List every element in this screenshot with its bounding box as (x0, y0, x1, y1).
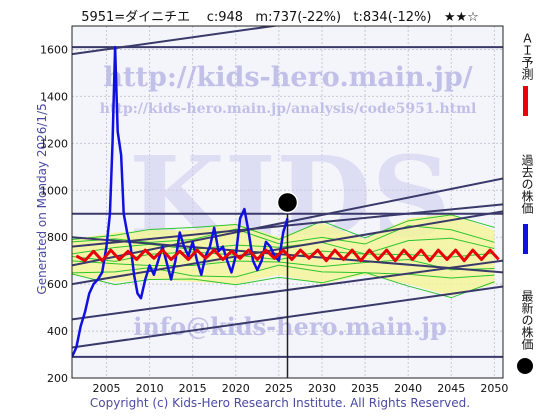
x-tick-label: 2015 (179, 382, 207, 395)
band-line (72, 225, 495, 245)
watermark-sub-url: http://kids-hero.main.jp/analysis/code59… (100, 101, 477, 117)
legend-past-price-label: 過去の株価 (520, 154, 534, 214)
y-tick-label: 1200 (40, 137, 68, 150)
y-tick-label: 1000 (40, 184, 68, 197)
past-price-line (72, 45, 289, 358)
y-tick-label: 1400 (40, 90, 68, 103)
axes: 2005 2010 2015 2020 2025 2030 2035 2040 2045 2050… (40, 43, 508, 395)
x-tick-label: 2010 (136, 382, 164, 395)
grid (72, 26, 503, 379)
latest-marker (276, 191, 299, 214)
page-title: 5951=ダイニチエ c:948 m:737(-22%) t:834(-12%)… (81, 10, 479, 25)
watermarks: KIDS http://kids-hero.main.jp/ http://ki… (100, 62, 477, 341)
band-line (72, 259, 495, 271)
band-line (72, 264, 495, 279)
x-tick-label: 2050 (480, 382, 508, 395)
x-tick-label: 2020 (222, 382, 250, 395)
legend-ai-forecast-label: ＡＩ予測 (520, 32, 534, 80)
plot-frame (71, 25, 504, 379)
band-line (72, 214, 495, 241)
band-line (72, 237, 495, 255)
x-tick-label: 2030 (308, 382, 336, 395)
legend: ＡＩ予測 過去の株価 最新の株価 (511, 28, 541, 384)
x-tick-label: 2025 (265, 382, 293, 395)
x-tick-label: 2045 (437, 382, 465, 395)
y-tick-label: 1600 (40, 43, 68, 56)
watermark-main-url: http://kids-hero.main.jp/ (103, 62, 472, 93)
x-tick-label: 2005 (92, 382, 120, 395)
y-tick-label: 800 (47, 231, 68, 244)
y-tick-label: 400 (47, 325, 68, 338)
y-tick-label: 600 (47, 278, 68, 291)
x-tick-label: 2035 (351, 382, 379, 395)
legend-past-price-swatch (523, 224, 528, 254)
copyright-footer: Copyright (c) Kids-Hero Research Institu… (89, 396, 471, 410)
legend-latest-price-dot (517, 358, 533, 374)
latest-price-dot (276, 191, 299, 214)
band-line (72, 271, 495, 299)
legend-latest-price-label: 最新の株価 (520, 290, 534, 350)
y-tick-label: 200 (47, 372, 68, 385)
legend-ai-forecast-swatch (523, 86, 528, 116)
series (72, 45, 500, 358)
ai-forecast-line (75, 248, 500, 263)
x-tick-label: 2040 (394, 382, 422, 395)
